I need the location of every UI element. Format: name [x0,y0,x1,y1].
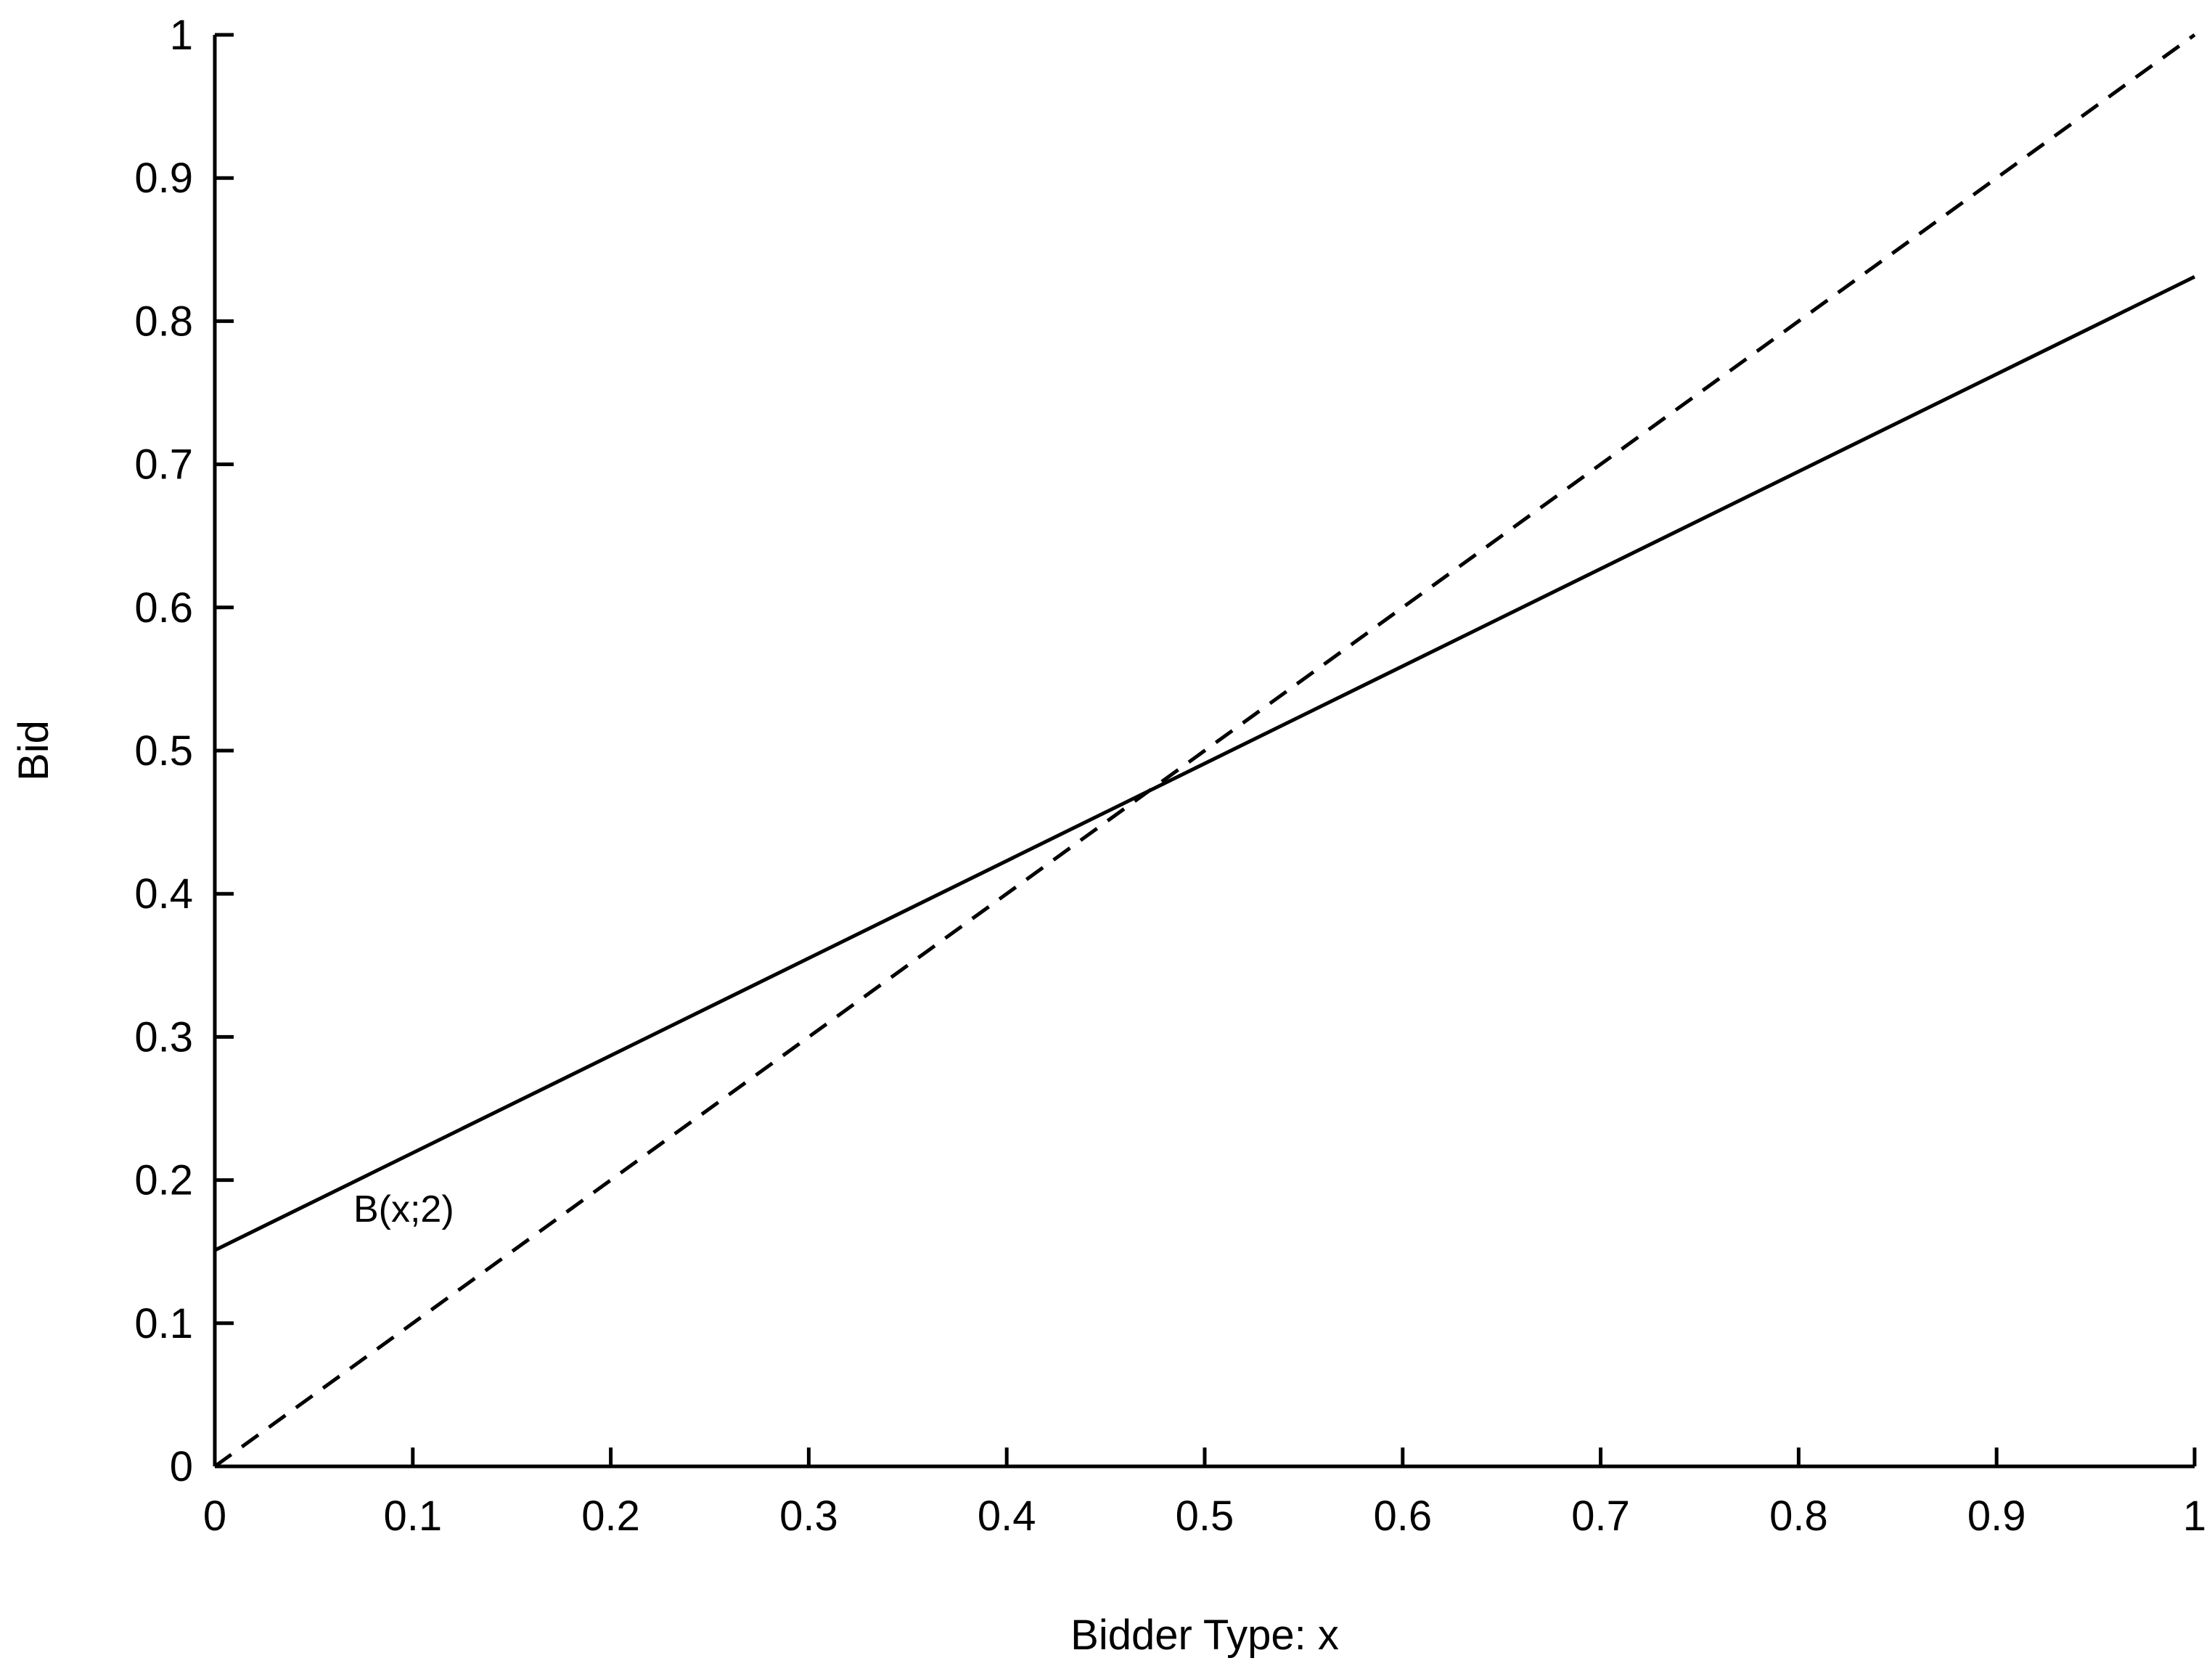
x-axis-title: Bidder Type: x [1070,1612,1339,1659]
y-tick-label: 0.8 [134,298,193,345]
bid-function-line [213,275,2196,1252]
series-annotation: B(x;2) [353,1188,454,1230]
annotation-layer: B(x;2) [353,1188,454,1230]
dashed-45-degree-line [213,33,2196,1469]
y-tick-label: 0.5 [134,727,193,775]
x-tick-label: 0.4 [978,1493,1036,1540]
x-tick-label: 0.5 [1176,1493,1234,1540]
y-axis: 0 0.1 0.2 0.3 0.4 0.5 0.6 0.7 0.8 0.9 1 [134,12,234,1490]
x-tick-label: 0.3 [779,1493,838,1540]
y-tick-label: 0.3 [134,1013,193,1061]
x-tick-label: 0.2 [581,1493,640,1540]
y-tick-label: 1 [170,12,193,59]
y-tick-label: 0.9 [134,155,193,202]
x-axis: 0 0.1 0.2 0.3 0.4 0.5 0.6 0.7 0.8 0.9 1 [203,1448,2206,1540]
x-tick-label: 0.6 [1373,1493,1432,1540]
y-tick-label: 0 [170,1443,193,1490]
y-tick-label: 0.6 [134,584,193,632]
y-tick-label: 0.1 [134,1300,193,1347]
y-tick-label: 0.2 [134,1157,193,1204]
x-tick-label: 0.9 [1967,1493,2026,1540]
x-tick-label: 0.1 [383,1493,442,1540]
series-layer [213,33,2196,1469]
y-axis-title: Bid [10,720,57,781]
x-tick-label: 0.8 [1769,1493,1828,1540]
x-tick-label: 0.7 [1571,1493,1630,1540]
y-tick-label: 0.7 [134,441,193,489]
x-tick-label: 0 [203,1493,226,1540]
x-tick-label: 1 [2183,1493,2206,1540]
y-tick-label: 0.4 [134,870,193,918]
